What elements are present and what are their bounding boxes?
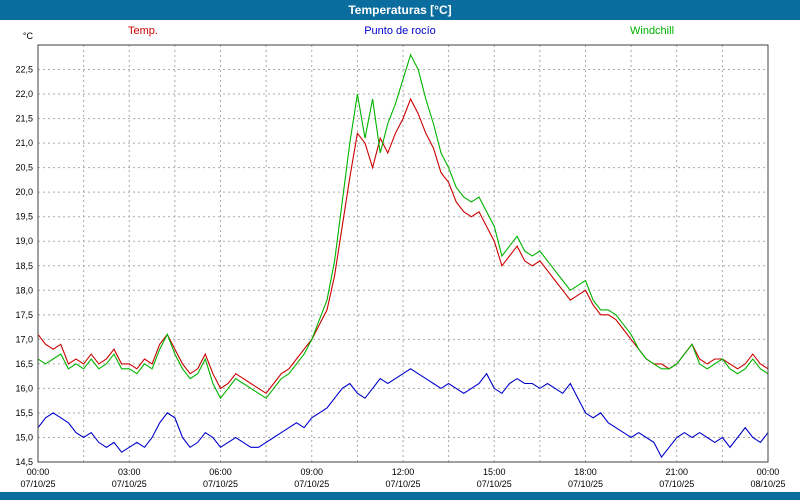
x-axis-labels: 00:00 07/10/25 03:00 07/10/25 06:00 07/10/25 0… [20, 467, 785, 489]
series-line-punto-de-roc-o [37, 368, 769, 459]
svg-text:19,0: 19,0 [15, 236, 33, 246]
svg-text:03:00: 03:00 [118, 467, 141, 477]
svg-text:20,0: 20,0 [15, 187, 33, 197]
svg-text:21,5: 21,5 [15, 114, 33, 124]
svg-text:00:00: 00:00 [27, 467, 50, 477]
legend-item-0: Temp. [128, 25, 158, 37]
y-axis-labels: 14,5 15,0 15,5 16,0 16,5 17,0 17,5 18,0 18,5 19,0… [15, 31, 33, 467]
svg-text:16,0: 16,0 [15, 383, 33, 393]
svg-text:07/10/25: 07/10/25 [385, 479, 420, 489]
svg-text:07/10/25: 07/10/25 [294, 479, 329, 489]
series-line-windchill [37, 53, 769, 400]
svg-text:21:00: 21:00 [665, 467, 688, 477]
svg-text:07/10/25: 07/10/25 [203, 479, 238, 489]
svg-text:07/10/25: 07/10/25 [112, 479, 147, 489]
svg-text:17,5: 17,5 [15, 310, 33, 320]
page-title: Temperaturas [°C] [348, 3, 452, 17]
svg-text:15,0: 15,0 [15, 432, 33, 442]
series-lines [37, 53, 769, 459]
svg-text:20,5: 20,5 [15, 163, 33, 173]
plot-frame [37, 44, 769, 463]
svg-text:07/10/25: 07/10/25 [477, 479, 512, 489]
svg-text:08/10/25: 08/10/25 [750, 479, 785, 489]
svg-text:19,5: 19,5 [15, 212, 33, 222]
svg-text:07/10/25: 07/10/25 [659, 479, 694, 489]
svg-text:18:00: 18:00 [574, 467, 597, 477]
svg-text:22,5: 22,5 [15, 65, 33, 75]
svg-text:07/10/25: 07/10/25 [20, 479, 55, 489]
svg-text:14,5: 14,5 [15, 457, 33, 467]
svg-text:16,5: 16,5 [15, 359, 33, 369]
svg-text:22,0: 22,0 [15, 89, 33, 99]
legend-item-2: Windchill [630, 25, 675, 37]
svg-text:07/10/25: 07/10/25 [568, 479, 603, 489]
svg-text:15,5: 15,5 [15, 408, 33, 418]
svg-text:09:00: 09:00 [300, 467, 323, 477]
legend-item-1: Punto de rocío [364, 25, 436, 37]
bottom-bar [0, 492, 800, 500]
svg-text:21,0: 21,0 [15, 138, 33, 148]
svg-text:18,5: 18,5 [15, 261, 33, 271]
svg-text:18,0: 18,0 [15, 285, 33, 295]
plot-area [38, 45, 768, 462]
svg-text:12:00: 12:00 [392, 467, 415, 477]
svg-text:17,0: 17,0 [15, 334, 33, 344]
y-axis-unit-label: °C [23, 31, 34, 41]
svg-text:00:00: 00:00 [757, 467, 780, 477]
title-bar: Temperaturas [°C] [0, 0, 800, 20]
svg-text:06:00: 06:00 [209, 467, 232, 477]
svg-text:15:00: 15:00 [483, 467, 506, 477]
